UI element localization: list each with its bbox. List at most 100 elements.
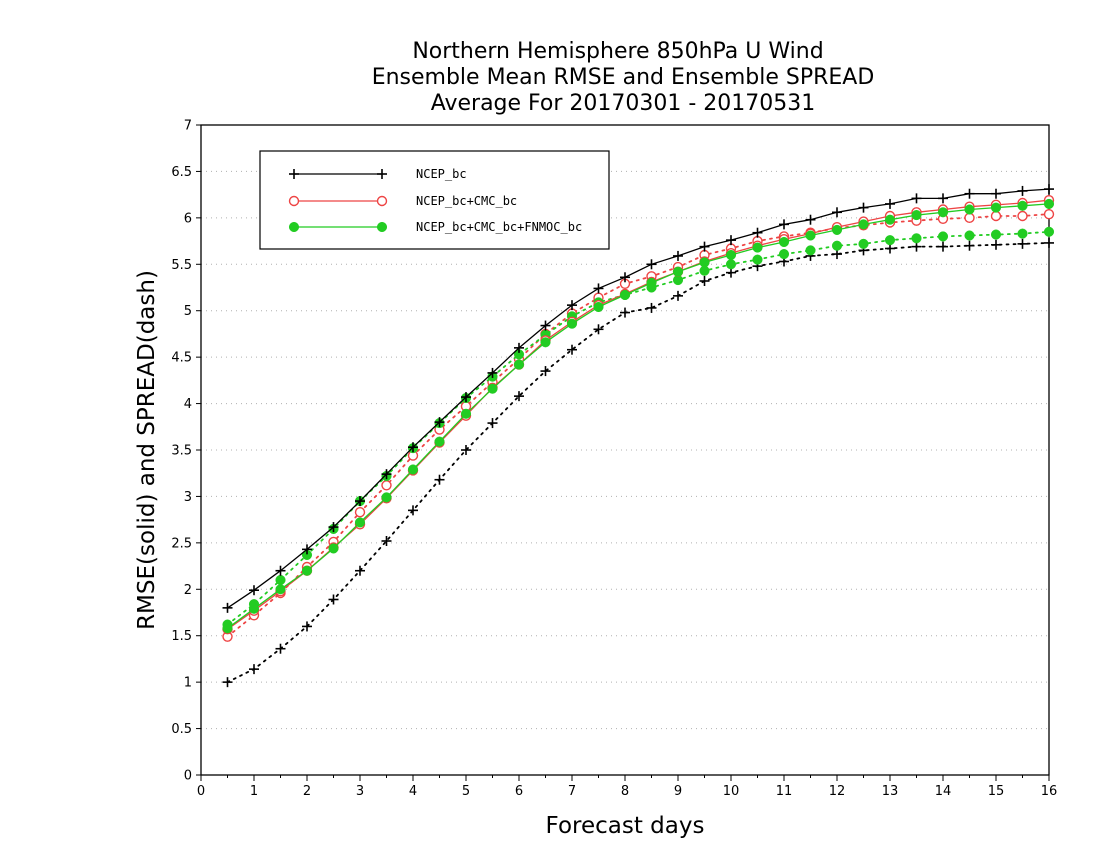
data-point bbox=[752, 242, 763, 253]
data-point bbox=[1017, 200, 1028, 211]
chart-title: Northern Hemisphere 850hPa U Wind Ensemb… bbox=[372, 39, 875, 116]
x-tick-label: 2 bbox=[303, 784, 311, 799]
data-point bbox=[328, 543, 339, 554]
series-layer bbox=[222, 184, 1055, 688]
data-point bbox=[381, 492, 392, 503]
data-point bbox=[593, 283, 604, 294]
data-point bbox=[1017, 185, 1028, 196]
data-point bbox=[275, 574, 286, 586]
data-point bbox=[1043, 208, 1055, 220]
data-point bbox=[355, 565, 365, 576]
x-tick-label: 1 bbox=[250, 784, 258, 799]
y-tick-label: 5.5 bbox=[171, 258, 192, 273]
x-tick-label: 9 bbox=[674, 784, 682, 799]
x-tick-label: 7 bbox=[568, 784, 576, 799]
data-point bbox=[673, 250, 683, 261]
data-point bbox=[487, 418, 498, 429]
data-point bbox=[832, 207, 842, 218]
data-point bbox=[275, 565, 286, 576]
y-tick-label: 3.5 bbox=[171, 444, 192, 459]
x-tick-label: 10 bbox=[723, 784, 740, 799]
data-point bbox=[646, 277, 657, 288]
series-rmse-1 bbox=[222, 195, 1055, 635]
title-line-3: Average For 20170301 - 20170531 bbox=[431, 91, 816, 116]
data-point bbox=[328, 594, 339, 605]
legend: NCEP_bc NCEP_bc+CMC_bc NCEP_bc+CMC_bc+FNMO… bbox=[259, 150, 610, 250]
data-point bbox=[726, 235, 736, 246]
grid-lines bbox=[201, 170, 1049, 730]
data-point bbox=[249, 664, 259, 675]
x-tick-label: 11 bbox=[776, 784, 793, 799]
data-point bbox=[911, 193, 922, 204]
data-point bbox=[646, 302, 657, 313]
data-point bbox=[301, 565, 313, 576]
data-point bbox=[964, 240, 975, 251]
rmse-line bbox=[227, 188, 1050, 609]
data-point bbox=[673, 290, 683, 301]
x-tick-label: 16 bbox=[1041, 784, 1058, 799]
data-point bbox=[858, 219, 869, 230]
x-tick-label: 4 bbox=[409, 784, 417, 799]
series-rmse-2 bbox=[222, 198, 1055, 634]
data-point bbox=[354, 507, 366, 518]
data-point bbox=[991, 239, 1001, 250]
data-point bbox=[858, 238, 869, 249]
data-point bbox=[355, 496, 365, 507]
x-tick-label: 0 bbox=[197, 784, 205, 799]
data-point bbox=[778, 249, 790, 260]
data-point bbox=[540, 337, 551, 348]
data-point bbox=[593, 324, 604, 335]
data-point bbox=[805, 230, 816, 241]
data-point bbox=[1017, 228, 1028, 239]
data-point bbox=[328, 522, 339, 533]
data-point bbox=[911, 233, 922, 244]
data-point bbox=[434, 474, 445, 485]
data-point bbox=[249, 585, 259, 596]
data-point bbox=[514, 391, 524, 402]
data-point bbox=[937, 207, 949, 218]
data-point bbox=[377, 169, 387, 179]
legend-label: NCEP_bc+CMC_bc+FNMOC_bc bbox=[416, 220, 582, 234]
data-point bbox=[699, 276, 710, 286]
data-point bbox=[725, 249, 737, 261]
data-point bbox=[381, 536, 392, 546]
data-point bbox=[540, 366, 551, 377]
data-point bbox=[354, 517, 366, 528]
data-point bbox=[381, 480, 392, 491]
data-point bbox=[288, 221, 300, 233]
data-point bbox=[991, 188, 1001, 199]
y-tick-label: 4 bbox=[184, 397, 192, 412]
data-point bbox=[408, 442, 418, 453]
y-tick-label: 1 bbox=[184, 676, 192, 691]
data-point bbox=[831, 224, 843, 235]
legend-label: NCEP_bc+CMC_bc bbox=[416, 194, 517, 208]
data-point bbox=[990, 229, 1002, 240]
legend-label: NCEP_bc bbox=[416, 167, 467, 181]
data-point bbox=[805, 214, 816, 225]
data-point bbox=[699, 257, 710, 268]
y-tick-label: 6.5 bbox=[171, 165, 192, 180]
data-point bbox=[752, 227, 763, 238]
data-point bbox=[620, 272, 630, 283]
data-point bbox=[699, 241, 710, 252]
data-point bbox=[779, 219, 789, 230]
data-point bbox=[275, 584, 286, 595]
data-point bbox=[1017, 238, 1028, 249]
data-point bbox=[222, 623, 233, 634]
data-point bbox=[619, 289, 631, 300]
data-point bbox=[434, 436, 445, 447]
data-point bbox=[1044, 237, 1054, 248]
data-point bbox=[884, 235, 896, 246]
y-tick-label: 7 bbox=[184, 119, 192, 134]
y-axis-label: RMSE(solid) and SPREAD(dash) bbox=[134, 270, 160, 630]
x-tick-label: 15 bbox=[988, 784, 1005, 799]
data-point bbox=[858, 202, 869, 213]
y-tick-label: 6 bbox=[184, 211, 192, 226]
x-tick-label: 13 bbox=[882, 784, 899, 799]
spread-line bbox=[226, 241, 1050, 683]
title-line-1: Northern Hemisphere 850hPa U Wind bbox=[412, 39, 823, 64]
x-tick-label: 5 bbox=[462, 784, 470, 799]
x-tick-label: 8 bbox=[621, 784, 629, 799]
data-point bbox=[646, 259, 657, 270]
legend-box bbox=[259, 150, 610, 250]
